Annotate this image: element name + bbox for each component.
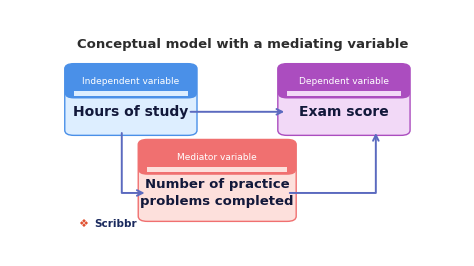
Text: Hours of study: Hours of study [73, 105, 189, 119]
Bar [74, 81, 188, 93]
Bar [147, 157, 287, 170]
Bar [287, 81, 401, 93]
Text: Exam score: Exam score [299, 105, 389, 119]
Bar [147, 167, 287, 172]
Text: Independent variable: Independent variable [82, 77, 180, 86]
Text: ❖: ❖ [78, 219, 88, 228]
FancyBboxPatch shape [65, 64, 197, 135]
Text: Number of practice
problems completed: Number of practice problems completed [140, 178, 294, 208]
Text: Scribbr: Scribbr [94, 219, 137, 228]
FancyBboxPatch shape [278, 64, 410, 135]
Text: Conceptual model with a mediating variable: Conceptual model with a mediating variab… [77, 38, 409, 51]
Text: Dependent variable: Dependent variable [299, 77, 389, 86]
Bar [287, 91, 401, 96]
Text: Mediator variable: Mediator variable [177, 153, 257, 162]
FancyBboxPatch shape [138, 139, 296, 175]
Bar [74, 91, 188, 96]
FancyBboxPatch shape [278, 64, 410, 98]
FancyBboxPatch shape [65, 64, 197, 98]
FancyBboxPatch shape [138, 139, 296, 221]
